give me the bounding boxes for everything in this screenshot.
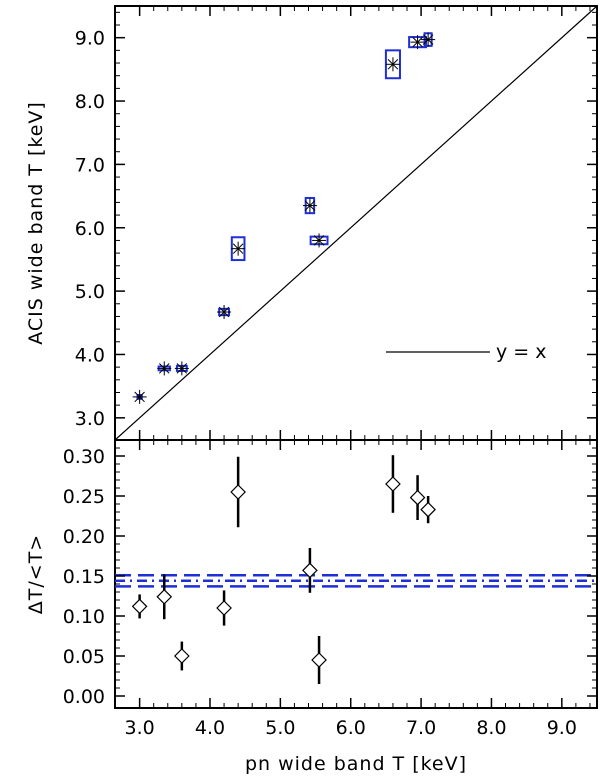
diamond-marker [173, 648, 190, 664]
identity-line [114, 5, 598, 441]
bottom-data-points [131, 455, 436, 684]
x-tick-label: 7.0 [406, 717, 436, 739]
bottom-data-point [311, 636, 327, 684]
top-y-tick-label: 7.0 [75, 154, 105, 176]
top-y-tick-label: 9.0 [75, 28, 105, 50]
top-panel: 3.0 4.0 5.0 6.0 7.0 8.0 9.0 y = x ACIS wide ba… [25, 5, 598, 441]
top-data-point [384, 49, 401, 80]
diamond-marker [216, 600, 232, 616]
bottom-y-tick-label: 0.10 [63, 606, 105, 628]
top-data-point [302, 196, 317, 215]
marker-stroke [387, 59, 399, 70]
x-tick-label: 3.0 [125, 717, 155, 739]
bottom-data-point [302, 548, 318, 593]
bottom-y-axis-label: ΔT/<T> [25, 534, 47, 614]
bottom-data-point [409, 475, 426, 520]
top-x-ticks [138, 6, 591, 440]
diamond-marker [311, 652, 327, 668]
error-box [384, 49, 401, 80]
x-axis-label: pn wide band T [keV] [245, 753, 467, 775]
bottom-data-point [131, 594, 148, 619]
top-data-points [132, 32, 436, 404]
diamond-marker [302, 562, 318, 579]
x-tick-label: 6.0 [336, 717, 366, 739]
bottom-y-tick-label: 0.25 [63, 486, 105, 508]
bottom-y-tick-label: 0.05 [63, 646, 105, 668]
marker-stroke [218, 306, 230, 318]
x-tick-label: 9.0 [547, 717, 577, 739]
top-data-point [309, 233, 329, 248]
bottom-data-point [173, 641, 190, 671]
legend-label: y = x [496, 341, 547, 363]
marker-stroke [134, 391, 145, 403]
x-tick-label: 8.0 [476, 717, 506, 739]
bottom-y-tick-label: 0.15 [63, 566, 105, 588]
bottom-data-point [156, 574, 173, 620]
diamond-marker [156, 588, 173, 605]
mean-offset-lines [115, 573, 597, 588]
marker-stroke [313, 235, 325, 246]
bottom-data-point [216, 590, 232, 626]
top-y-axis-label: ACIS wide band T [keV] [25, 101, 47, 345]
bottom-y-tick-label: 0.00 [63, 686, 105, 708]
x-tick-label: 5.0 [265, 717, 295, 739]
x-tick-label: 4.0 [195, 717, 225, 739]
bottom-y-tick-label: 0.20 [63, 526, 105, 548]
top-y-tick-label: 3.0 [75, 408, 105, 430]
top-y-tick-label: 6.0 [75, 218, 105, 240]
bottom-data-point [385, 455, 401, 513]
marker-stroke [422, 34, 434, 45]
top-y-tick-label: 8.0 [75, 91, 105, 113]
marker-stroke [304, 200, 316, 211]
bottom-data-point [420, 496, 436, 524]
top-y-ticks: 3.0 4.0 5.0 6.0 7.0 8.0 9.0 [75, 11, 597, 430]
diamond-marker [230, 484, 246, 500]
top-data-point [421, 32, 436, 47]
diamond-marker [409, 489, 426, 506]
top-data-point [132, 389, 147, 404]
legend: y = x [386, 341, 547, 363]
marker-stroke [412, 36, 423, 48]
top-data-point [230, 236, 246, 262]
top-y-tick-label: 4.0 [75, 344, 105, 366]
marker-stroke [176, 363, 188, 374]
bottom-y-tick-label: 0.30 [63, 446, 105, 468]
bottom-data-point [230, 456, 246, 528]
marker-stroke [159, 363, 170, 374]
marker-stroke [232, 243, 244, 254]
top-y-tick-label: 5.0 [75, 281, 105, 303]
top-data-point [174, 361, 189, 376]
bottom-y-ticks: 0.00 0.05 0.10 0.15 0.20 0.25 0.30 [63, 446, 597, 708]
top-data-point [408, 35, 428, 50]
top-data-point [157, 361, 172, 376]
diamond-marker [385, 476, 401, 492]
bottom-panel: 0.00 0.05 0.10 0.15 0.20 0.25 0.30 3.0 4.0 5.0 6.… [25, 439, 598, 775]
bottom-x-ticks: 3.0 4.0 5.0 6.0 7.0 8.0 9.0 [125, 440, 591, 739]
top-data-point [217, 305, 232, 320]
diamond-marker [420, 501, 436, 518]
diamond-marker [131, 598, 148, 615]
